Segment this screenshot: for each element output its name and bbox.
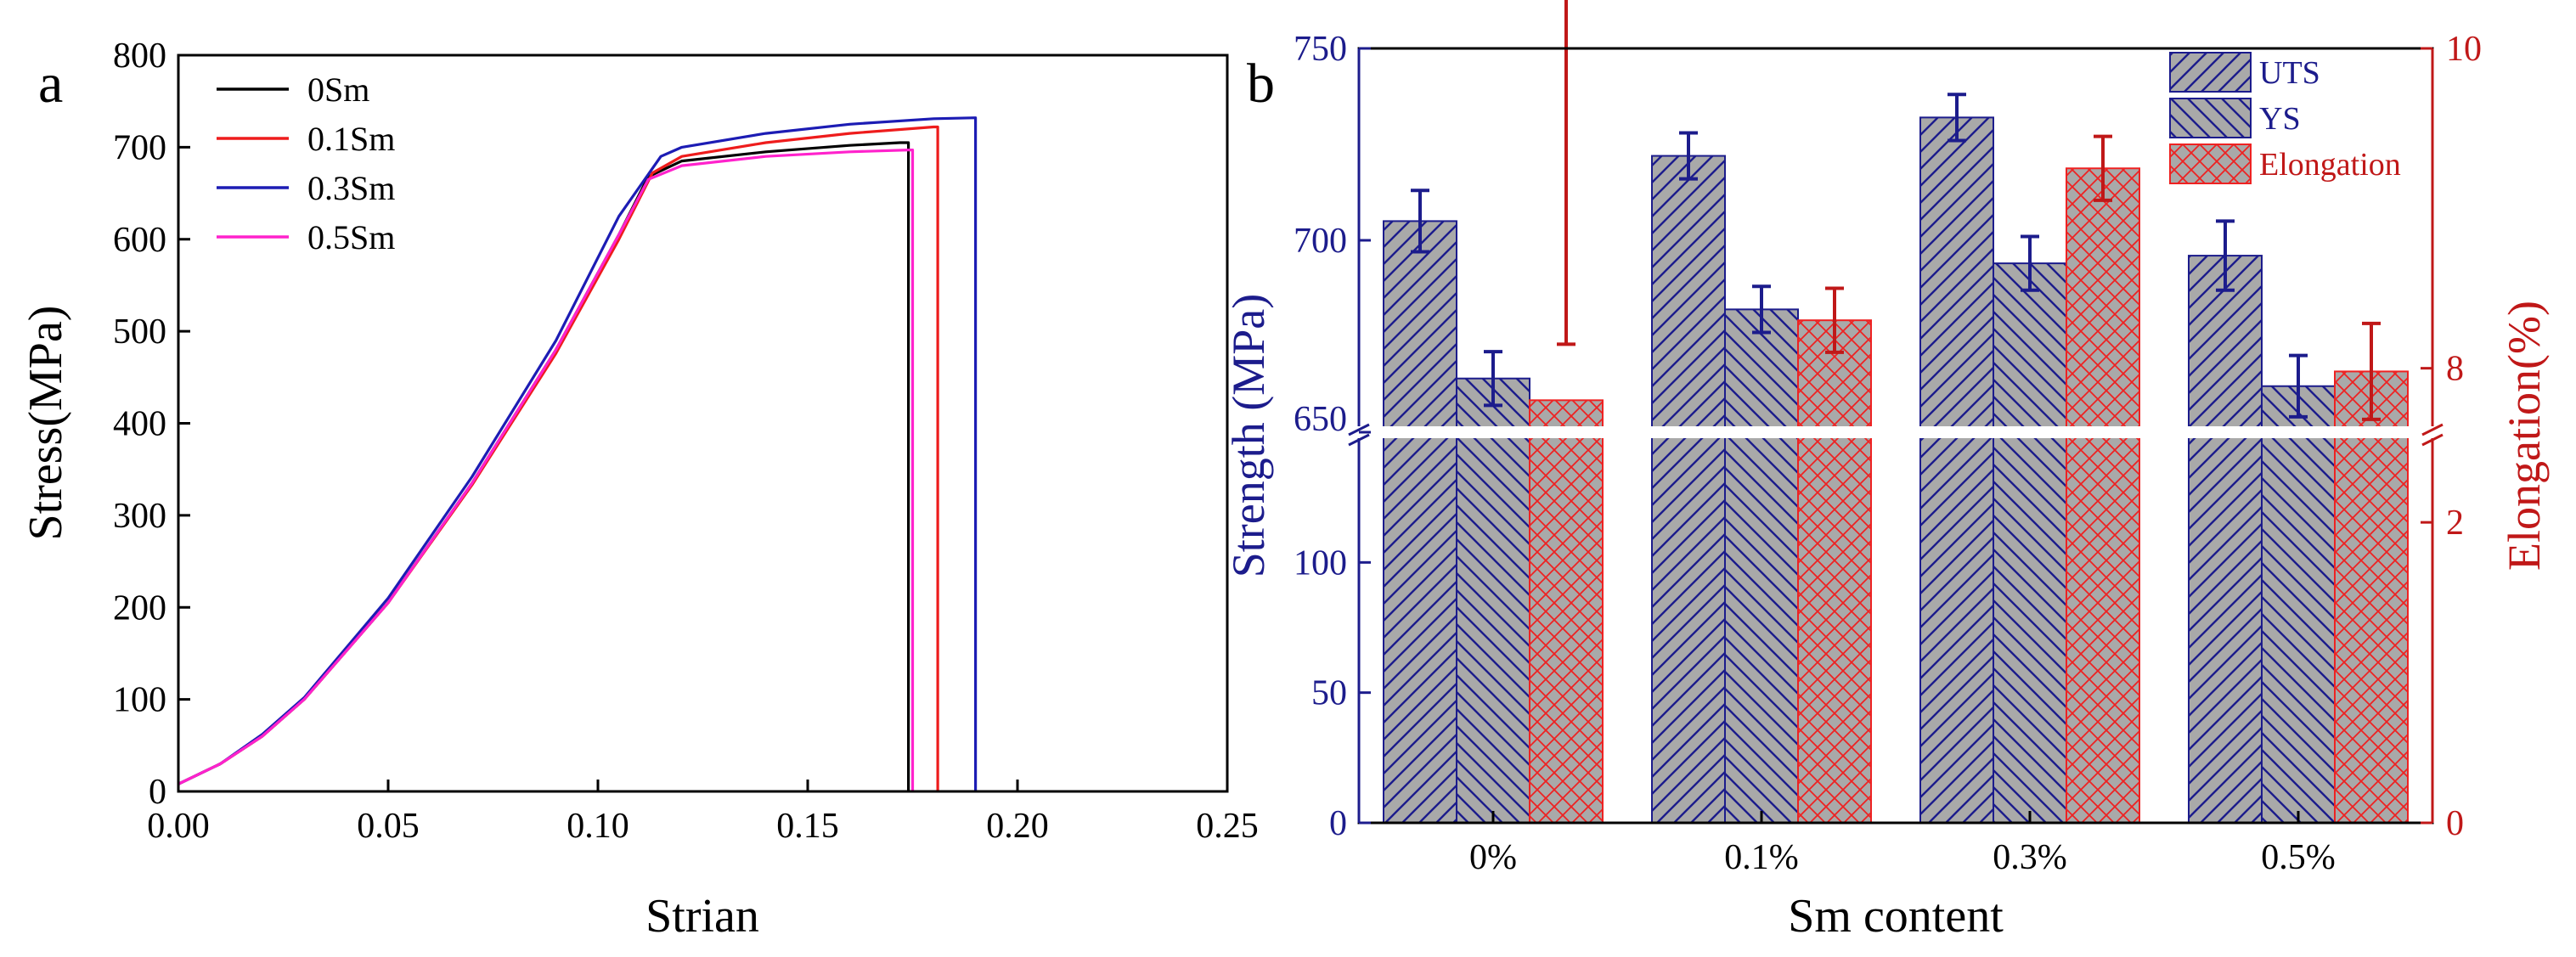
- panel-a-letter: a: [38, 53, 63, 115]
- series-line-0.1Sm: [178, 125, 939, 791]
- series-line-0Sm: [178, 141, 910, 791]
- left-axis-break-mark: [1348, 423, 1370, 447]
- x-tick-label: 0%: [1469, 838, 1517, 877]
- right-tick-label: 8: [2446, 350, 2464, 389]
- legend-label-ys: YS: [2259, 101, 2301, 137]
- x-tick-label: 0.00: [147, 807, 210, 846]
- y-tick-label: 600: [113, 221, 166, 260]
- axis-break-gap: [1350, 426, 2443, 438]
- panel-b-left-axis-title: Strength (MPa): [1223, 294, 1274, 577]
- panel-b-legend: UTS YS Elongation: [2169, 52, 2401, 184]
- right-tick-label: 10: [2446, 30, 2482, 69]
- right-tick-label: 2: [2446, 504, 2464, 543]
- bar-uts: [1651, 155, 1726, 824]
- x-tick-label: 0.20: [986, 807, 1049, 846]
- bar-uts: [2188, 255, 2263, 824]
- bar-elongation: [2066, 167, 2140, 824]
- panel-b-letter: b: [1247, 53, 1275, 115]
- panel-a-plot-frame: [177, 53, 1229, 793]
- right-axis-break-mark: [2421, 423, 2444, 447]
- panel-b-x-axis-title: Sm content: [1788, 890, 2004, 943]
- panel-a-ticks: 0.00 0.05 0.10 0.15 0.20 0.25 0 100 200 300 400 500…: [113, 37, 1259, 846]
- legend-label-0.3Sm: 0.3Sm: [307, 169, 395, 207]
- panel-b-bars: [1383, 116, 2409, 825]
- left-tick-label: 50: [1311, 674, 1347, 713]
- stress-strain-chart: a 0.00 0.05 0.10 0.15 0.20 0.25 0 100 200 300 400 5…: [20, 37, 1259, 943]
- left-tick-label: 0: [1329, 804, 1347, 843]
- x-tick-label: 0.25: [1196, 807, 1259, 846]
- bar-uts: [1383, 220, 1457, 824]
- legend-label-0.5Sm: 0.5Sm: [307, 218, 395, 256]
- y-tick-label: 700: [113, 128, 166, 167]
- series-line-0.3Sm: [178, 116, 978, 791]
- x-tick-label: 0.1%: [1724, 838, 1799, 877]
- legend-label-0.1Sm: 0.1Sm: [307, 120, 395, 158]
- legend-label-0Sm: 0Sm: [307, 70, 369, 109]
- bar-uts: [1919, 116, 1994, 825]
- legend-label-elongation: Elongation: [2259, 147, 2401, 183]
- panel-a-y-axis-title: Stress(MPa): [20, 306, 72, 541]
- panel-b-error-bars: [1411, 0, 2381, 421]
- bar-elongation: [1797, 319, 1872, 824]
- bar-ys: [2261, 385, 2336, 824]
- panel-a-legend: 0Sm 0.1Sm 0.3Sm 0.5Sm: [217, 70, 395, 256]
- x-tick-label: 0.3%: [1993, 838, 2067, 877]
- bar-elongation: [1529, 399, 1604, 824]
- x-tick-label: 0.10: [566, 807, 629, 846]
- y-tick-label: 400: [113, 405, 166, 444]
- bar-ys: [1456, 377, 1530, 825]
- panel-a-x-axis-title: Strian: [645, 890, 759, 943]
- legend-label-uts: UTS: [2259, 55, 2320, 91]
- panel-b-right-axis-title: Elongation(%): [2499, 301, 2550, 571]
- legend-swatch-uts: [2169, 52, 2252, 93]
- legend-swatch-ys: [2169, 98, 2252, 138]
- y-tick-label: 200: [113, 588, 166, 628]
- legend-swatch-elongation: [2169, 144, 2252, 184]
- left-tick-label: 750: [1294, 30, 1347, 69]
- x-tick-label: 0.5%: [2261, 838, 2336, 877]
- x-tick-label: 0.05: [357, 807, 420, 846]
- bar-ys: [1724, 308, 1799, 824]
- y-tick-label: 100: [113, 681, 166, 720]
- series-line-0.5Sm: [178, 149, 915, 791]
- y-tick-label: 0: [149, 773, 166, 812]
- panel-a-series-lines: [178, 116, 978, 791]
- right-tick-label: 0: [2446, 804, 2464, 843]
- left-tick-label: 700: [1294, 222, 1347, 261]
- y-tick-label: 500: [113, 312, 166, 352]
- left-tick-label: 100: [1294, 543, 1347, 583]
- bar-elongation: [2334, 370, 2409, 824]
- x-tick-label: 0.15: [776, 807, 839, 846]
- y-tick-label: 800: [113, 37, 166, 76]
- y-tick-label: 300: [113, 497, 166, 536]
- left-tick-label: 650: [1294, 400, 1347, 439]
- bar-ys: [1993, 262, 2067, 824]
